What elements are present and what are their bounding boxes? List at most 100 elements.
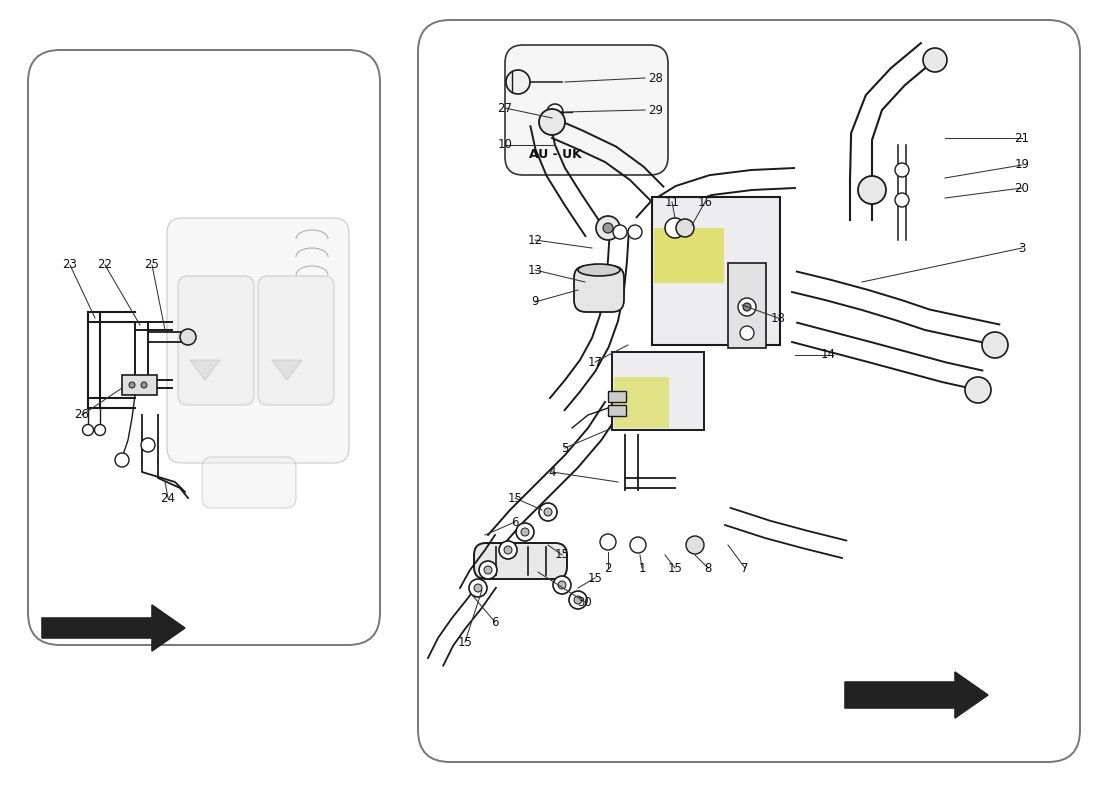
Text: 15: 15 <box>668 562 682 574</box>
FancyBboxPatch shape <box>614 378 669 428</box>
FancyBboxPatch shape <box>202 457 296 508</box>
FancyBboxPatch shape <box>178 276 254 405</box>
Circle shape <box>895 163 909 177</box>
Text: europarts: europarts <box>509 270 850 490</box>
Text: 15: 15 <box>507 491 522 505</box>
Text: AU - UK: AU - UK <box>529 149 582 162</box>
Circle shape <box>858 176 886 204</box>
Circle shape <box>965 377 991 403</box>
Circle shape <box>923 48 947 72</box>
Text: 15: 15 <box>554 549 570 562</box>
Circle shape <box>982 332 1008 358</box>
Text: 21: 21 <box>1014 131 1030 145</box>
Polygon shape <box>272 360 302 380</box>
Circle shape <box>82 425 94 435</box>
FancyBboxPatch shape <box>574 266 624 312</box>
Text: 4: 4 <box>548 466 556 478</box>
Circle shape <box>180 329 196 345</box>
Circle shape <box>740 326 754 340</box>
Circle shape <box>141 438 155 452</box>
Text: 13: 13 <box>528 263 542 277</box>
Circle shape <box>116 453 129 467</box>
FancyBboxPatch shape <box>122 375 157 395</box>
Text: 27: 27 <box>497 102 513 114</box>
Text: 22: 22 <box>98 258 112 271</box>
Text: 19: 19 <box>1014 158 1030 171</box>
Ellipse shape <box>578 264 620 276</box>
Circle shape <box>666 218 685 238</box>
FancyBboxPatch shape <box>167 218 349 463</box>
Text: 20: 20 <box>1014 182 1030 194</box>
Text: 18: 18 <box>771 311 785 325</box>
Circle shape <box>603 223 613 233</box>
FancyBboxPatch shape <box>608 405 626 416</box>
FancyBboxPatch shape <box>654 228 725 283</box>
Circle shape <box>686 536 704 554</box>
Circle shape <box>613 225 627 239</box>
Text: 11: 11 <box>664 195 680 209</box>
Text: 15: 15 <box>458 635 472 649</box>
Text: 1: 1 <box>638 562 646 574</box>
Text: 16: 16 <box>697 195 713 209</box>
Circle shape <box>484 566 492 574</box>
Text: 8: 8 <box>704 562 712 574</box>
FancyBboxPatch shape <box>28 50 379 645</box>
Circle shape <box>600 534 616 550</box>
Circle shape <box>569 591 587 609</box>
FancyBboxPatch shape <box>418 20 1080 762</box>
Circle shape <box>469 579 487 597</box>
Text: 6: 6 <box>492 615 498 629</box>
Text: 12: 12 <box>528 234 542 246</box>
Circle shape <box>676 219 694 237</box>
Circle shape <box>630 537 646 553</box>
Text: 7: 7 <box>741 562 749 574</box>
FancyBboxPatch shape <box>258 276 334 405</box>
Circle shape <box>141 382 147 388</box>
FancyBboxPatch shape <box>474 543 566 579</box>
Text: 25: 25 <box>144 258 159 271</box>
Circle shape <box>474 584 482 592</box>
Circle shape <box>547 104 563 120</box>
FancyBboxPatch shape <box>505 45 668 175</box>
Text: 3: 3 <box>1019 242 1025 254</box>
Text: a passion for automobile 1985: a passion for automobile 1985 <box>538 448 782 552</box>
FancyBboxPatch shape <box>652 197 780 345</box>
Text: 5: 5 <box>561 442 569 454</box>
Text: 23: 23 <box>63 258 77 271</box>
FancyBboxPatch shape <box>612 352 704 430</box>
Circle shape <box>521 528 529 536</box>
Circle shape <box>596 216 620 240</box>
Circle shape <box>544 508 552 516</box>
Circle shape <box>742 303 751 311</box>
Text: 15: 15 <box>587 571 603 585</box>
Text: 14: 14 <box>821 349 836 362</box>
Circle shape <box>95 425 106 435</box>
Circle shape <box>506 70 530 94</box>
Text: 2: 2 <box>604 562 612 574</box>
Text: 10: 10 <box>497 138 513 151</box>
Text: 6: 6 <box>512 515 519 529</box>
Circle shape <box>478 561 497 579</box>
Circle shape <box>516 523 534 541</box>
Circle shape <box>558 581 566 589</box>
Circle shape <box>553 576 571 594</box>
Text: 26: 26 <box>75 409 89 422</box>
Text: 29: 29 <box>648 103 663 117</box>
Circle shape <box>574 596 582 604</box>
Circle shape <box>895 193 909 207</box>
Polygon shape <box>42 605 185 651</box>
Text: 24: 24 <box>161 491 176 505</box>
Circle shape <box>129 382 135 388</box>
Polygon shape <box>190 360 220 380</box>
Circle shape <box>499 541 517 559</box>
Text: 28: 28 <box>648 71 663 85</box>
Circle shape <box>738 298 756 316</box>
FancyBboxPatch shape <box>728 263 766 348</box>
Circle shape <box>539 109 565 135</box>
Circle shape <box>504 546 512 554</box>
Circle shape <box>628 225 642 239</box>
Text: 9: 9 <box>531 295 539 309</box>
Polygon shape <box>845 672 988 718</box>
Text: 17: 17 <box>587 355 603 369</box>
FancyBboxPatch shape <box>608 391 626 402</box>
